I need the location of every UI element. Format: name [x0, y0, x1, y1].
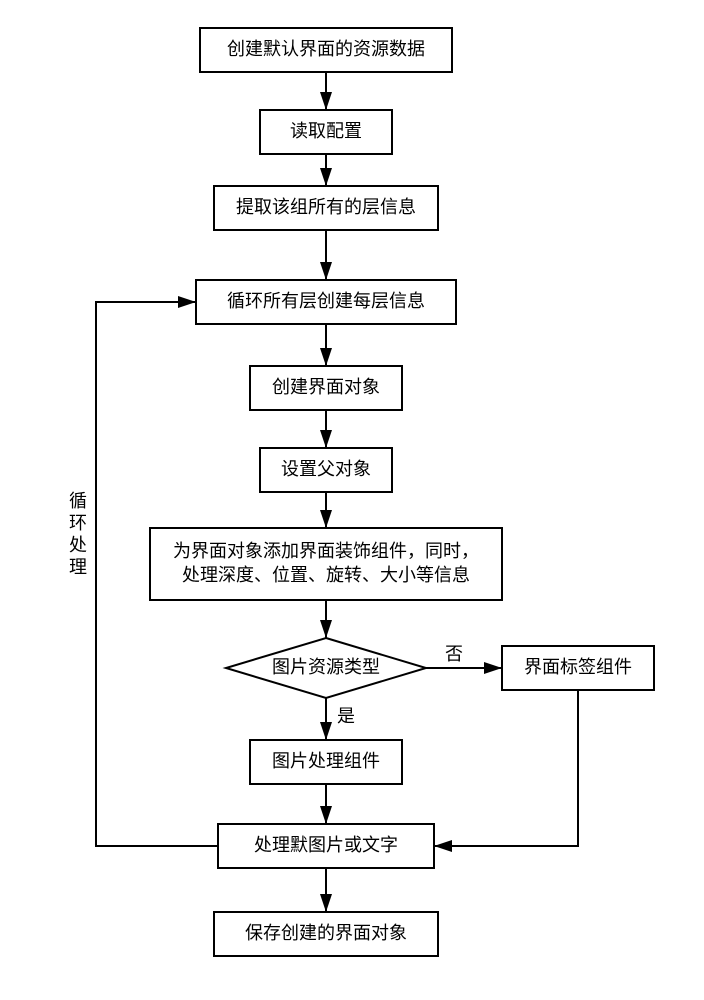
- node-label: 设置父对象: [281, 459, 371, 479]
- node-label: 图片资源类型: [272, 657, 380, 677]
- node-label: 提取该组所有的层信息: [236, 197, 416, 217]
- loop-label: 循环处理: [69, 491, 87, 577]
- node-label: 处理默图片或文字: [254, 835, 398, 855]
- node-label: 图片处理组件: [272, 751, 380, 771]
- node-label: 保存创建的界面对象: [245, 923, 407, 943]
- flowchart-canvas: 否是 循环处理 创建默认界面的资源数据读取配置提取该组所有的层信息循环所有层创建每层…: [0, 0, 704, 1000]
- edge: [434, 690, 578, 846]
- node-label: 界面标签组件: [524, 657, 632, 677]
- edge-label: 否: [445, 644, 463, 664]
- node-label: 创建界面对象: [272, 377, 380, 397]
- flow-node-n7: [150, 528, 502, 600]
- node-label: 循环所有层创建每层信息: [227, 291, 425, 311]
- node-label: 创建默认界面的资源数据: [227, 39, 425, 59]
- edge-label: 是: [337, 706, 355, 726]
- node-label: 读取配置: [290, 121, 362, 141]
